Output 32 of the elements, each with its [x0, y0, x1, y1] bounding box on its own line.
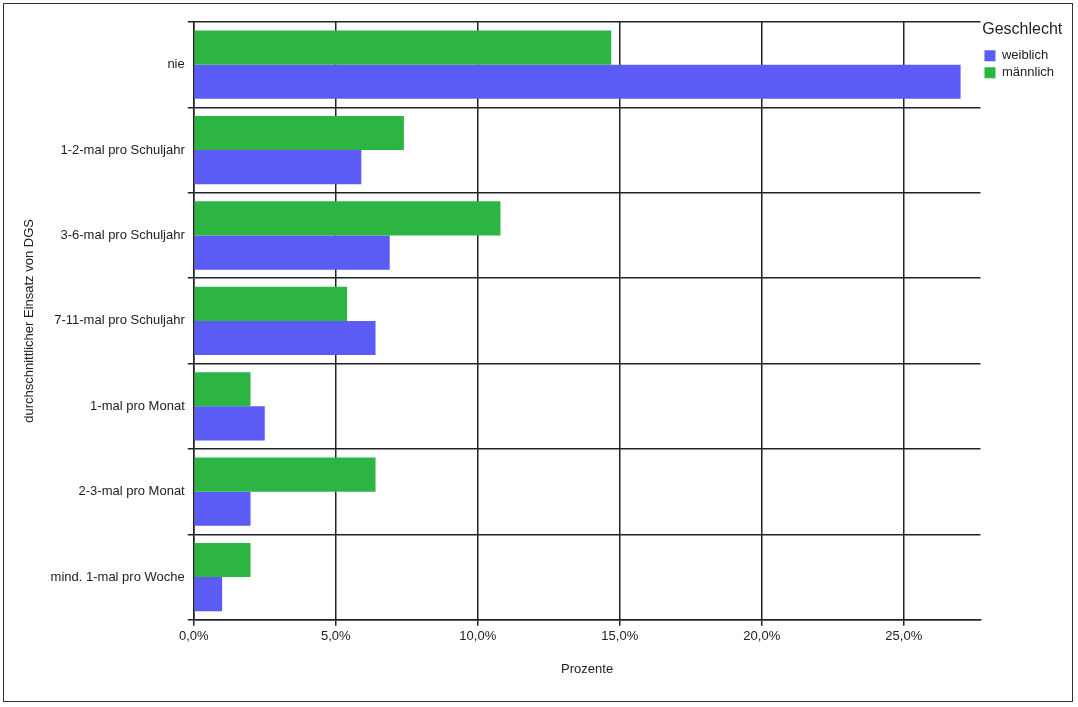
y-tick-label: 1-mal pro Monat [90, 397, 186, 413]
bar [194, 201, 501, 236]
bar [194, 64, 961, 99]
x-tick-label: 15,0% [601, 628, 639, 644]
bar [194, 320, 376, 356]
y-tick-label: nie [167, 56, 185, 72]
bar [194, 491, 251, 526]
x-axis-title: Prozente [561, 660, 614, 676]
bar [194, 577, 223, 612]
y-tick-label: 2-3-mal pro Monat [78, 483, 186, 499]
bar [194, 457, 376, 492]
legend-label: weiblich [1000, 47, 1049, 63]
bar [194, 115, 404, 151]
y-tick-label: 1-2-mal pro Schuljahr [60, 141, 186, 157]
bar [194, 150, 362, 185]
y-tick-label: 7-11-mal pro Schuljahr [54, 312, 186, 328]
bar [194, 286, 348, 321]
bar [194, 542, 251, 578]
bar [194, 30, 612, 65]
legend-label: männlich [1001, 64, 1055, 80]
x-tick-label: 25,0% [885, 628, 923, 644]
y-tick-label: mind. 1-mal pro Woche [50, 568, 185, 584]
y-axis-title: durchschnittlicher Einsatz von DGS [21, 218, 37, 423]
x-tick-label: 20,0% [743, 628, 781, 644]
y-tick-label: 3-6-mal pro Schuljahr [60, 227, 186, 243]
bar [194, 372, 251, 407]
bar [194, 406, 265, 441]
bar [194, 235, 390, 270]
legend-title: Geschlecht [982, 20, 1063, 38]
x-tick-label: 5,0% [320, 628, 352, 644]
x-tick-label: 0,0% [178, 628, 209, 644]
x-tick-label: 10,0% [459, 628, 497, 644]
